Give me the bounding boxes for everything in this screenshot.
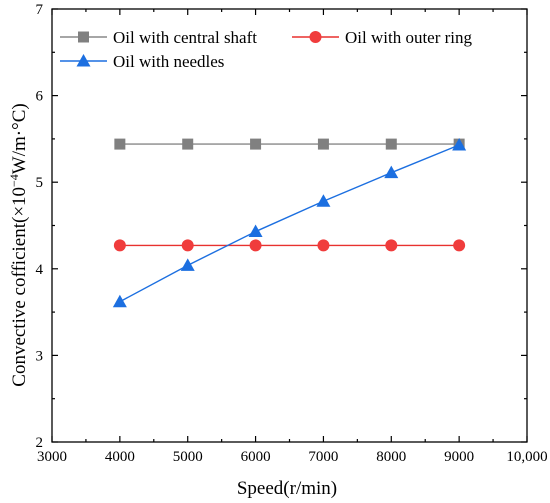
series-square (114, 138, 465, 150)
series-circle (113, 239, 466, 252)
data-point (453, 239, 466, 252)
data-point (114, 138, 126, 150)
series-triangle (112, 137, 467, 308)
legend-marker (309, 31, 322, 43)
y-axis-title-exponent: −4 (7, 174, 21, 187)
data-point (248, 224, 263, 238)
x-tick-label: 6000 (241, 449, 271, 465)
y-axis-ticks: 2 3 4 5 6 7 (36, 2, 527, 451)
y-tick-label: 7 (36, 2, 44, 18)
y-tick-label: 3 (36, 348, 44, 364)
x-axis-title: Speed(r/min) (237, 478, 337, 499)
legend-item: Oil with needles (60, 52, 224, 71)
data-point (317, 138, 329, 150)
data-point (385, 138, 397, 150)
series-line (119, 144, 460, 303)
y-tick-label: 4 (36, 262, 44, 278)
data-point (317, 239, 330, 252)
data-point (250, 138, 262, 150)
plot-frame (51, 8, 528, 443)
legend-item: Oil with outer ring (292, 28, 473, 47)
series-layer (112, 137, 467, 308)
data-point (113, 239, 126, 252)
legend-label: Oil with needles (113, 52, 224, 71)
x-tick-label: 4000 (105, 449, 135, 465)
x-tick-label: 8000 (376, 449, 406, 465)
legend-marker (76, 54, 91, 67)
y-axis-title: Convective cofficient(×10−4W/m·°C) (7, 103, 30, 386)
y-tick-label: 5 (36, 175, 44, 191)
x-tick-label: 10,000 (506, 449, 547, 465)
data-point (181, 239, 194, 252)
legend-label: Oil with central shaft (113, 28, 257, 47)
data-point (452, 137, 467, 151)
data-point (316, 194, 331, 207)
x-tick-label: 7000 (308, 449, 338, 465)
data-point (112, 294, 127, 308)
legend: Oil with central shaft Oil with outer rin… (60, 28, 473, 71)
data-point (385, 239, 398, 252)
y-axis-title-unit: W/m·°C) (9, 103, 30, 174)
data-point (180, 258, 195, 271)
legend-label: Oil with outer ring (345, 28, 473, 47)
plot-border (51, 8, 528, 443)
y-tick-label: 6 (36, 89, 44, 105)
legend-marker (78, 31, 89, 43)
legend-item: Oil with central shaft (60, 28, 257, 47)
x-tick-label: 3000 (37, 449, 67, 465)
x-tick-label: 9000 (444, 449, 474, 465)
data-point (249, 239, 262, 252)
x-tick-label: 5000 (173, 449, 203, 465)
data-point (182, 138, 194, 150)
y-axis-title-main: Convective cofficient(×10 (9, 187, 30, 387)
y-tick-label: 2 (36, 435, 44, 451)
x-axis-ticks: 3000 4000 5000 6000 7000 8000 9000 10,000 (37, 9, 548, 465)
data-point (384, 165, 399, 179)
